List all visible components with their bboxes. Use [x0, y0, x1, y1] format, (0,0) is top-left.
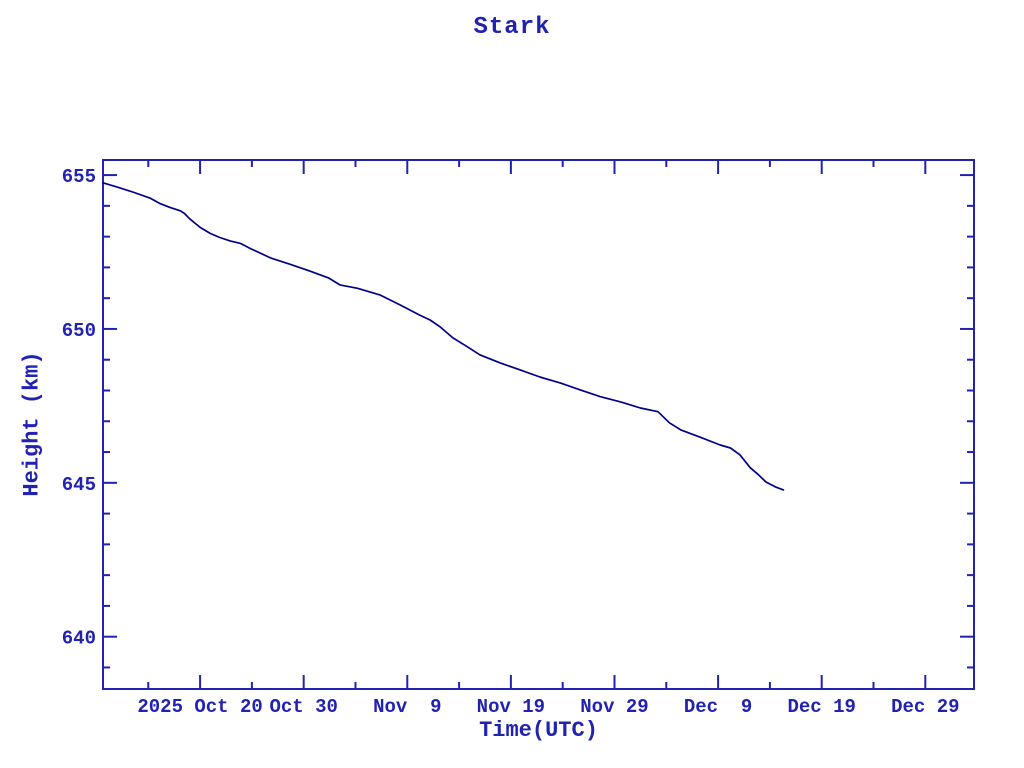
x-axis-title: Time(UTC) — [479, 718, 598, 743]
x-tick-label: Oct 30 — [269, 696, 337, 718]
y-tick-label: 640 — [62, 628, 96, 650]
chart-title: Stark — [473, 14, 551, 41]
y-tick-label: 655 — [62, 166, 96, 188]
x-tick-label: Dec 19 — [787, 696, 855, 718]
x-tick-label: Nov 29 — [580, 696, 648, 718]
x-tick-label: Dec 9 — [684, 696, 752, 718]
plot-frame — [102, 159, 975, 690]
y-tick-label: 650 — [62, 320, 96, 342]
x-tick-label: Nov 9 — [373, 696, 441, 718]
height-series-line — [102, 181, 785, 491]
x-tick-label: Nov 19 — [477, 696, 545, 718]
y-tick-label: 645 — [62, 474, 96, 496]
x-tick-label: 2025 Oct 20 — [137, 696, 262, 718]
x-tick-label: Dec 29 — [891, 696, 959, 718]
